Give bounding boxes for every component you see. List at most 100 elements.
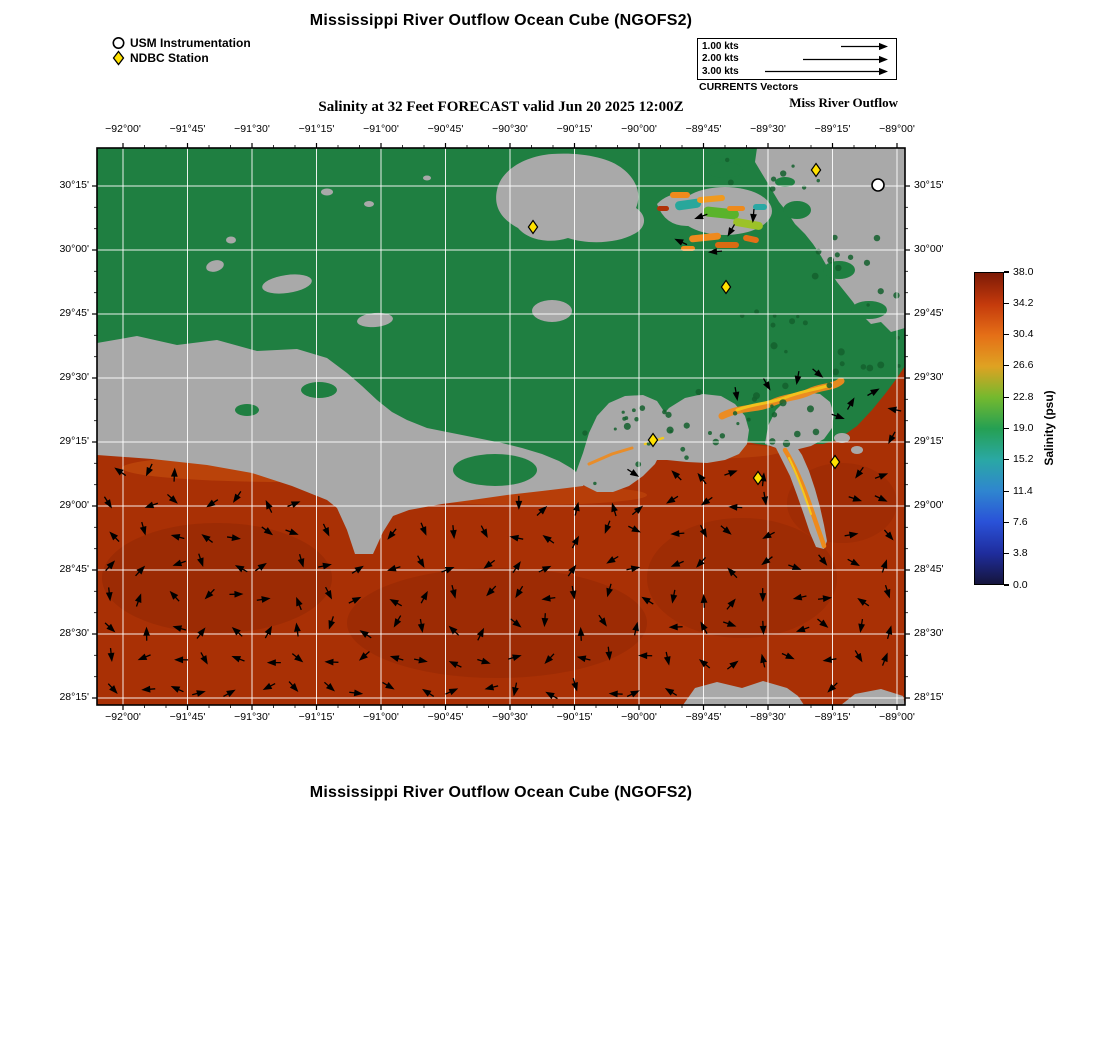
current-vector-arrow — [266, 659, 281, 667]
current-vector-arrow — [708, 248, 723, 255]
marsh-west — [575, 395, 667, 492]
current-vector-arrow — [781, 652, 795, 660]
current-vector-arrow — [663, 651, 671, 666]
current-vector-arrow — [441, 566, 455, 574]
current-vector-arrow — [761, 491, 769, 506]
lat-tick-label-right: 30°15' — [914, 179, 944, 191]
current-vector-arrow — [545, 691, 558, 700]
colorbar-tick-label: 15.2 — [1013, 453, 1034, 466]
current-vector-arrow — [515, 495, 523, 510]
marsh-speckle — [613, 427, 617, 431]
current-vector-arrow — [632, 621, 639, 636]
current-vector-arrow — [448, 661, 462, 669]
ndbc-station-marker — [527, 219, 539, 235]
current-vector-arrow — [698, 659, 711, 669]
current-vector-arrow — [598, 614, 607, 627]
marsh-speckle — [866, 303, 870, 307]
current-vector-arrow — [720, 525, 732, 535]
current-vector-arrow — [762, 531, 775, 539]
current-vector-arrow — [671, 470, 682, 481]
current-vector-arrow — [449, 525, 457, 540]
current-vector-arrow — [449, 584, 457, 599]
lon-tick-label-top: −90°45' — [427, 123, 464, 135]
current-vector-arrow — [232, 490, 242, 503]
current-vector-arrow — [324, 658, 339, 666]
legend-label-usm: USM Instrumentation — [130, 35, 251, 50]
lat-tick-label-left: 29°15' — [59, 435, 89, 447]
marsh-speckle — [877, 361, 885, 369]
marsh-patch — [707, 162, 743, 178]
marsh-speckle — [847, 254, 854, 260]
current-vector-arrow — [508, 654, 522, 662]
current-vector-arrow — [541, 613, 549, 628]
marsh-speckle — [780, 170, 787, 177]
currents-scale-row: 1.00 kts — [700, 40, 894, 52]
current-vector-arrow — [231, 656, 245, 663]
lat-tick-label-left: 30°00' — [59, 243, 89, 255]
lon-tick-label-top: −90°00' — [621, 123, 657, 135]
colorbar-tick — [1004, 365, 1009, 367]
current-vector-arrow — [605, 646, 613, 661]
usm-circle-icon — [112, 36, 125, 49]
currents-scale-label: 1.00 kts — [702, 40, 739, 52]
current-vector-arrow — [674, 238, 688, 246]
current-vector-arrow — [480, 525, 488, 539]
marsh-patch — [783, 201, 811, 219]
marsh-speckle — [770, 176, 777, 182]
marsh-speckle — [621, 410, 625, 414]
current-vector-arrow — [114, 467, 127, 477]
current-vector-arrow — [571, 677, 578, 692]
current-vector-arrow — [389, 599, 403, 607]
salinity-streak — [657, 206, 669, 211]
lon-tick-label-top: −90°30' — [492, 123, 528, 135]
bottom-shoal — [841, 689, 905, 705]
current-vector-arrow — [145, 463, 153, 477]
current-vector-arrow — [285, 528, 299, 535]
current-vector-arrow — [883, 585, 891, 599]
current-vector-arrow — [727, 224, 736, 237]
current-vector-arrow — [359, 630, 372, 639]
current-vector-arrow — [204, 588, 215, 600]
current-vector-arrow — [577, 626, 585, 641]
colorbar-tick-label: 11.4 — [1013, 484, 1033, 497]
lon-tick-label-bottom: −89°30' — [750, 711, 786, 723]
marsh-speckle — [582, 430, 588, 436]
current-vector-arrow — [694, 212, 708, 220]
current-vector-arrow — [134, 593, 142, 607]
current-vector-arrow — [628, 525, 641, 533]
lat-tick-label-right: 30°00' — [914, 243, 944, 255]
currents-legend-box: 1.00 kts 2.00 kts 3.00 kts — [697, 38, 897, 80]
currents-scale-row: 3.00 kts — [700, 65, 894, 77]
current-vector-arrow — [172, 625, 187, 632]
current-vector-arrow — [512, 682, 519, 697]
colorbar-tick-label: 0.0 — [1013, 578, 1028, 591]
lon-tick-label-bottom: −90°30' — [492, 711, 528, 723]
marsh-speckle — [806, 405, 814, 413]
marsh-speckle — [812, 428, 820, 436]
marsh-speckle — [770, 342, 778, 350]
current-vector-arrow — [638, 652, 653, 660]
current-vector-arrow — [626, 565, 641, 573]
current-vector-arrow — [206, 499, 219, 508]
current-vector-arrow — [515, 585, 524, 599]
current-vector-arrow — [846, 397, 855, 410]
current-vector-arrow — [393, 615, 402, 628]
island — [226, 236, 236, 244]
current-vector-arrow — [883, 529, 894, 541]
current-vector-arrow — [196, 627, 206, 639]
current-vector-arrow — [322, 523, 330, 537]
marsh-speckle — [727, 179, 734, 186]
current-vector-arrow — [611, 502, 618, 517]
currents-scale-arrow-icon — [803, 55, 888, 63]
marsh-speckle — [873, 234, 881, 242]
current-vector-arrow — [105, 587, 113, 602]
current-vector-arrow — [831, 412, 845, 420]
current-vector-arrow — [174, 656, 189, 664]
lat-tick-label-right: 29°30' — [914, 371, 944, 383]
marsh-speckle — [634, 416, 639, 422]
current-vector-arrow — [288, 681, 299, 693]
lon-tick-label-bottom: −92°00' — [105, 711, 141, 723]
marsh-speckle — [683, 422, 690, 429]
current-vector-arrow — [223, 689, 236, 697]
